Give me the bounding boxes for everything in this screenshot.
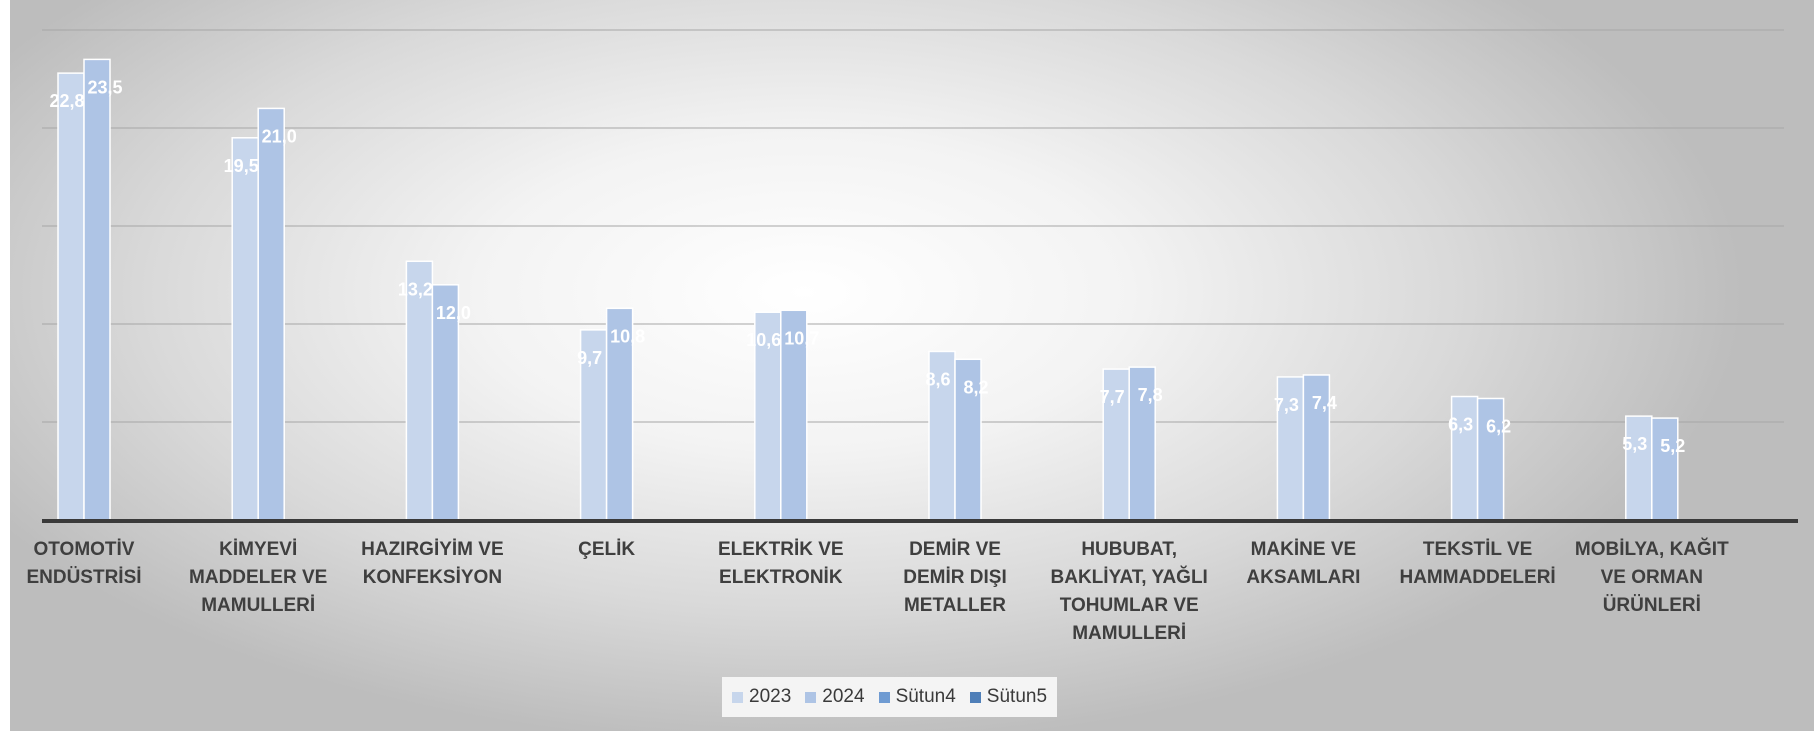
data-label-2024-5: 8,2 [963,377,988,397]
legend-label: 2023 [749,686,792,707]
data-label-2023-8: 6,3 [1448,415,1473,435]
bar-2024-1 [257,107,285,521]
data-label-2023-2: 13,2 [398,279,433,299]
bar-2024-4 [780,309,808,521]
bar-2024-6 [1128,366,1156,521]
data-label-2023-0: 22,8 [49,91,84,111]
legend-swatch [805,691,817,703]
gridlines [42,29,1784,423]
bar-2023-3 [579,329,608,521]
category-label: KİMYEVİ MADDELER VE MAMULLERİ [168,536,348,620]
category-label-line: HAZIRGİYİM VE [361,539,504,560]
bar-2023-0 [57,72,85,521]
category-label: DEMİR VE DEMİR DIŞI METALLER [865,536,1045,620]
data-label-2023-9: 5,3 [1622,434,1647,454]
category-label-line: ELEKTRONİK [719,567,843,588]
category-label: HAZIRGİYİM VE KONFEKSİYON [342,536,522,592]
category-label: MAKİNE VE AKSAMLARI [1213,536,1393,592]
data-label-2024-0: 23,5 [87,77,122,97]
bar-2024-5 [954,358,982,521]
legend-label: Sütun5 [986,686,1048,707]
chart-area: 22,8 23,5 19,5 21,0 13,2 12,0 9,7 10,8 10,6 10,7 8… [10,0,1814,731]
legend: 2023 2024 Sütun4 Sütun5 [722,677,1058,717]
category-label-line: MADDELER VE [189,567,328,588]
category-label-line: VE ORMAN [1600,567,1703,588]
category-label-line: HUBUBAT, [1081,539,1178,560]
data-label-2024-1: 21,0 [262,126,297,146]
category-label: HUBUBAT, BAKLİYAT, YAĞLI TOHUMLAR VE MAMULL… [1039,536,1219,648]
data-label-2023-4: 10,6 [746,330,781,350]
legend-swatch [878,691,890,703]
data-label-2023-7: 7,3 [1274,395,1299,415]
category-label-line: AKSAMLARI [1246,567,1361,588]
category-label: ÇELİK [517,536,697,564]
data-label-2023-6: 7,7 [1100,387,1125,407]
category-label-line: TOHUMLAR VE [1059,595,1199,616]
data-label-2023-5: 8,6 [925,369,950,389]
bar-2023-7 [1276,376,1305,521]
legend-item: 2024 [805,686,865,708]
category-label-line: ÇELİK [578,539,636,560]
bars [57,58,1679,521]
legend-item: Sütun5 [969,686,1048,708]
category-label-line: KONFEKSİYON [362,567,503,588]
bar-2023-5 [928,350,956,521]
category-label-line: BAKLİYAT, YAĞLI [1050,567,1208,588]
category-label-line: TEKSTİL VE [1422,539,1533,560]
bar-2023-2 [405,260,434,521]
category-label-line: ÜRÜNLERİ [1602,595,1701,616]
category-label-line: MAMULLERİ [201,595,316,616]
category-label-line: MAKİNE VE [1250,539,1357,560]
data-label-2024-8: 6,2 [1486,416,1511,436]
bar-2024-9 [1651,417,1679,521]
bar-2023-1 [231,137,259,521]
category-label: OTOMOTİV ENDÜSTRİSİ [0,536,174,592]
legend-swatch [969,691,981,703]
data-label-2024-7: 7,4 [1312,393,1337,413]
category-label: TEKSTİL VE HAMMADDELERİ [1388,536,1568,592]
data-label-2024-4: 10,7 [784,328,819,348]
category-label-line: METALLER [903,595,1007,616]
category-label-line: DEMİR DIŞI [903,567,1007,588]
legend-item: 2023 [732,686,791,708]
category-label-line: ENDÜSTRİSİ [26,567,142,588]
bar-2024-7 [1302,374,1331,521]
data-label-2024-3: 10,8 [610,326,645,346]
data-label-2024-6: 7,8 [1138,385,1163,405]
bar-2024-8 [1476,397,1505,521]
bar-2024-0 [83,58,111,521]
bar-2024-2 [431,284,460,521]
bar-2023-9 [1625,415,1653,521]
category-label-line: MOBİLYA, KAĞIT [1574,539,1729,560]
bar-2024-3 [605,307,634,521]
category-label-line: DEMİR VE [909,539,1001,560]
category-label: ELEKTRİK VE ELEKTRONİK [691,536,871,592]
category-label-line: HAMMADDELERİ [1399,567,1556,588]
category-label-line: MAMULLERİ [1072,623,1187,644]
bar-2023-6 [1102,368,1130,521]
category-label-line: KİMYEVİ [219,539,298,560]
category-label-line: OTOMOTİV [33,539,135,560]
legend-label: Sütun4 [895,686,956,707]
data-label-2024-9: 5,2 [1660,436,1685,456]
chart-plot: 22,823,5 19,521,0 13,212,0 9,7 10,8 10,6 10,7 8… [42,29,1798,523]
legend-item: Sütun4 [878,686,956,708]
legend-swatch [732,691,743,703]
category-label-line: ELEKTRİK VE [717,539,844,560]
data-label-2023-1: 19,5 [224,156,259,176]
data-label-2024-2: 12,0 [436,303,471,323]
data-label-2023-3: 9,7 [577,348,602,368]
bar-2023-4 [754,311,782,521]
data-labels: 22,823,5 19,521,0 13,212,0 9,7 10,8 10,6 10,7 8… [49,77,1685,456]
legend-label: 2024 [822,686,865,707]
category-label: MOBİLYA, KAĞIT VE ORMAN ÜRÜNLERİ [1562,536,1742,620]
